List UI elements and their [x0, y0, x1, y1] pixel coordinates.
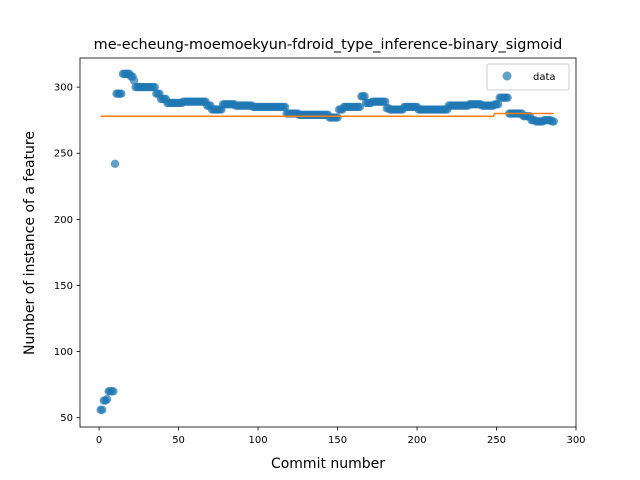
data-point — [150, 82, 159, 92]
y-tick-label: 300 — [54, 83, 73, 94]
x-tick-label: 0 — [96, 435, 102, 446]
x-tick-label: 150 — [328, 435, 347, 446]
y-tick-label: 250 — [54, 149, 73, 160]
data-point — [98, 405, 107, 415]
y-tick-label: 150 — [54, 281, 73, 292]
data-point — [503, 93, 512, 102]
axes-frame — [79, 57, 577, 428]
x-tick-label: 250 — [487, 435, 506, 446]
plot-area — [96, 69, 558, 415]
data-point — [381, 97, 390, 106]
x-tick-label: 50 — [172, 435, 185, 446]
y-axis-ticks: 50 100 150 200 250 300 — [54, 83, 80, 424]
data-point — [360, 92, 369, 101]
scatter-series-data — [96, 69, 558, 415]
data-point — [355, 102, 364, 112]
y-axis-label: Number of instance of a feature — [22, 131, 38, 355]
fit-line — [100, 112, 554, 117]
data-point — [333, 113, 342, 122]
y-tick-label: 50 — [60, 413, 73, 424]
y-tick-label: 200 — [54, 215, 73, 226]
data-point — [549, 117, 558, 126]
chart-title: me-echeung-moemoekyun-fdroid_type_infere… — [94, 37, 563, 53]
data-point — [117, 89, 126, 98]
data-point — [280, 102, 290, 112]
x-axis-ticks: 0 50 100 150 200 250 300 — [96, 427, 586, 446]
x-tick-label: 200 — [407, 435, 426, 446]
data-point — [102, 395, 112, 404]
legend-marker-data — [502, 71, 512, 81]
data-point — [110, 159, 120, 169]
x-tick-label: 300 — [566, 435, 585, 446]
legend: data — [486, 63, 570, 91]
x-axis-label: Commit number — [271, 456, 385, 472]
legend-box — [486, 63, 570, 91]
data-point — [129, 76, 139, 85]
data-point — [109, 387, 118, 396]
data-point — [493, 100, 503, 109]
legend-label-data: data — [533, 72, 556, 83]
y-tick-label: 100 — [54, 347, 73, 358]
x-tick-label: 100 — [249, 435, 268, 446]
